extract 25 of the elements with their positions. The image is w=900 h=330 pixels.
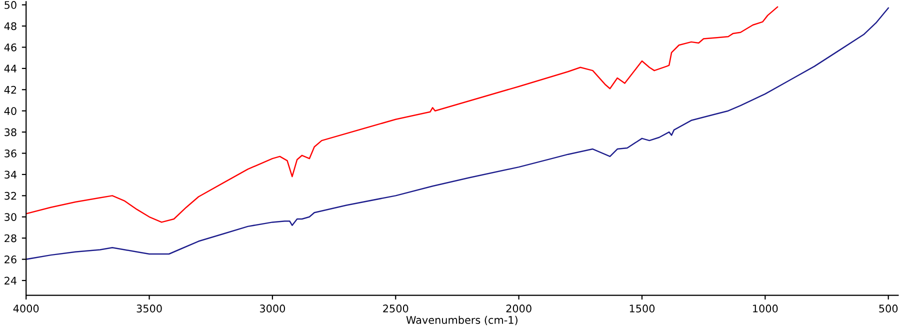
y-tick-label: 50 [4,1,16,9]
y-tick-label: 48 [4,22,16,30]
x-tick-label: 2000 [506,304,532,312]
y-tick-label: 24 [4,276,16,284]
y-tick-label: 42 [4,86,16,94]
x-tick-label: 4000 [13,304,39,312]
y-tick-label: 26 [4,256,16,264]
x-tick-label: 3500 [136,304,162,312]
x-tick-label: 1000 [753,304,778,312]
y-tick-label: 44 [4,64,16,72]
y-tick-label: 34 [4,170,16,179]
x-tick-label: 2500 [383,304,408,312]
x-tick-label: 3000 [260,304,286,312]
y-tick-label: 40 [4,107,16,115]
y-tick-label: 38 [4,128,16,136]
line-series [26,6,778,223]
y-tick-label: 28 [4,234,16,242]
x-tick-label: 1500 [630,304,655,312]
y-tick-label: 32 [4,192,16,200]
y-tick-label: 36 [4,150,16,158]
y-tick-label: 46 [4,43,16,52]
line-series [26,7,889,260]
x-axis-title: Wavenumbers (cm-1) [406,316,518,326]
y-tick-label: 30 [4,213,16,221]
x-tick-label: 500 [879,304,898,312]
